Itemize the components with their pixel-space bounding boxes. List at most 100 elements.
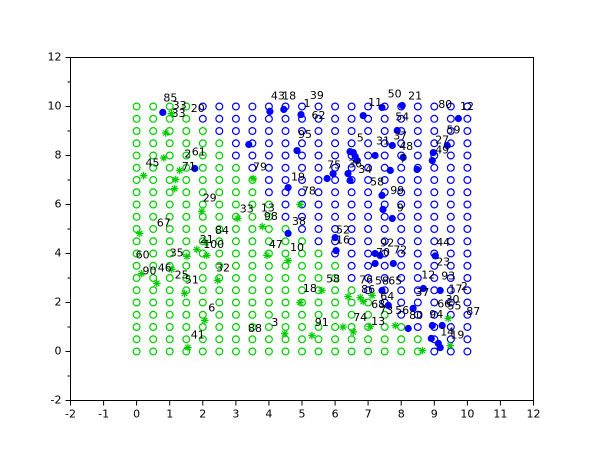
x-axis-tick-label: 8 (398, 408, 405, 421)
grid-circle-green (314, 323, 323, 332)
y-axis-tick-label: 10 (48, 100, 62, 113)
grid-circle-green (281, 286, 290, 295)
grid-circle-blue (397, 176, 406, 185)
grid-circle-green (331, 261, 340, 270)
blue-sample-dot (376, 251, 384, 260)
grid-circle-green (149, 114, 158, 123)
grid-circle-green (182, 310, 191, 319)
grid-circle-blue (364, 126, 373, 135)
grid-circle-green (132, 188, 141, 197)
grid-circle-blue (413, 114, 422, 123)
grid-circle-green (413, 335, 422, 344)
green-sample-star (171, 175, 180, 184)
point-label: 49 (435, 144, 449, 157)
grid-circle-blue (463, 274, 472, 283)
grid-circle-blue (231, 102, 240, 111)
grid-circle-green (149, 139, 158, 148)
grid-circle-blue (331, 176, 340, 185)
point-label: 48 (399, 140, 413, 153)
grid-circle-blue (397, 298, 406, 307)
grid-circle-blue (430, 237, 439, 246)
grid-circle-blue (248, 126, 257, 135)
green-sample-star (160, 154, 168, 162)
grid-circle-blue (347, 225, 356, 234)
grid-circle-blue (463, 310, 472, 319)
grid-circle-blue (264, 163, 273, 172)
grid-circle-blue (397, 139, 406, 148)
grid-circle-green (165, 347, 174, 356)
point-label: 65 (388, 274, 402, 287)
point-label: 99 (390, 184, 404, 197)
grid-circle-blue (298, 188, 307, 197)
blue-sample-dot (379, 205, 387, 213)
blue-sample-dot (393, 126, 401, 135)
grid-circle-green (132, 176, 141, 185)
grid-circle-green (182, 151, 191, 160)
grid-circle-green (298, 274, 307, 283)
grid-circle-green (380, 310, 389, 319)
grid-circle-blue (380, 114, 389, 123)
point-label: 21 (408, 90, 422, 103)
point-label: 47 (269, 238, 283, 251)
grid-circle-green (182, 298, 191, 307)
grid-circle-green (248, 225, 257, 234)
point-label: 98 (264, 210, 278, 223)
blue-sample-dot (297, 111, 305, 119)
grid-circle-green (281, 323, 290, 332)
grid-circle-blue (397, 200, 406, 209)
grid-circle-green (182, 323, 191, 332)
grid-circle-green (248, 335, 257, 344)
point-label: 58 (370, 175, 384, 188)
grid-circle-blue (463, 188, 472, 197)
point-label: 38 (292, 215, 306, 228)
point-label: 94 (429, 308, 443, 321)
grid-circle-blue (397, 249, 406, 258)
point-label: 86 (361, 283, 375, 296)
green-sample-star (213, 276, 222, 285)
grid-circle-green (248, 298, 257, 307)
x-axis-tick-label: 9 (431, 408, 438, 421)
grid-circle-blue (380, 225, 389, 234)
y-axis-tick-label: 4 (55, 247, 62, 260)
point-label: 17 (449, 283, 463, 296)
grid-circle-blue (281, 151, 290, 160)
grid-circle-green (132, 261, 141, 270)
grid-circle-green (149, 298, 158, 307)
blue-sample-dot (245, 140, 253, 149)
blue-sample-dot (419, 284, 427, 293)
y-axis-tick-label: 12 (48, 51, 62, 64)
point-label: 18 (282, 90, 296, 103)
y-axis-tick-label: 0 (55, 345, 62, 358)
blue-sample-dot (436, 286, 444, 295)
grid-circle-green (347, 335, 356, 344)
grid-circle-green (149, 151, 158, 160)
grid-circle-green (149, 274, 158, 283)
grid-circle-green (215, 188, 224, 197)
point-label: 18 (303, 282, 317, 295)
x-axis-tick-label: 10 (460, 408, 474, 421)
grid-circle-green (198, 200, 207, 209)
grid-circle-green (248, 212, 257, 221)
point-label: 20 (191, 102, 205, 115)
grid-circle-green (149, 286, 158, 295)
grid-circle-green (264, 298, 273, 307)
grid-circle-green (215, 163, 224, 172)
grid-circle-green (281, 310, 290, 319)
grid-circle-green (215, 151, 224, 160)
green-sample-star (356, 293, 364, 302)
point-label: 54 (395, 111, 409, 124)
grid-circle-green (231, 249, 240, 258)
grid-circle-green (215, 347, 224, 356)
x-axis-tick-label: 1 (166, 408, 173, 421)
green-sample-star (391, 321, 400, 330)
point-label: 51 (185, 273, 199, 286)
grid-circle-green (198, 335, 207, 344)
grid-circle-green (264, 261, 273, 270)
grid-circle-green (182, 212, 191, 221)
grid-circle-green (132, 114, 141, 123)
grid-circle-green (198, 347, 207, 356)
blue-sample-dot (436, 344, 444, 352)
grid-circle-blue (347, 163, 356, 172)
point-label: 41 (191, 329, 205, 342)
point-label: 5 (357, 131, 364, 144)
